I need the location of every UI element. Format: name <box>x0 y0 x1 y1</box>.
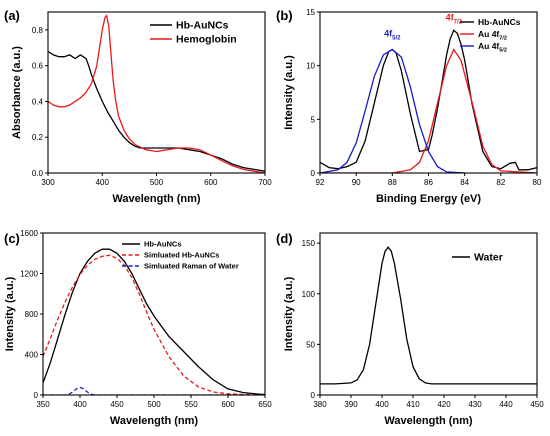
x-tick-label: 400 <box>375 400 389 409</box>
panel-label: (a) <box>4 8 20 23</box>
annotation-sub: 5/2 <box>392 36 401 42</box>
x-axis-label: Wavelength (nm) <box>110 415 199 427</box>
legend-entry-0: Water <box>474 252 503 264</box>
x-axis-label: Wavelength (nm) <box>384 415 473 427</box>
series-line-0 <box>48 50 265 172</box>
y-axis-label: Intensity (a.u.) <box>283 55 295 130</box>
annotation-base: 4f <box>384 29 393 39</box>
legend-entry-0: Hb-AuNCs <box>176 20 229 32</box>
y-tick-label: 1600 <box>20 229 38 238</box>
plot-frame <box>319 232 538 396</box>
legend-c: Hb-AuNCs Simluated Hb-AuNCs Simluated Rama… <box>122 240 239 271</box>
y-tick-label: 0.6 <box>32 62 44 71</box>
panel-b: (b) 92 90 88 86 84 82 80 0 5 10 15 Binding Energy (e… <box>276 8 542 205</box>
x-tick-label: 86 <box>424 178 433 187</box>
legend-entry-sub: 7/2 <box>499 35 507 41</box>
y-tick-label: 10 <box>306 62 315 71</box>
y-tick-label: 50 <box>306 340 315 349</box>
x-tick-label: 420 <box>437 400 451 409</box>
legend-entry-base: Au 4f <box>478 41 499 51</box>
y-tick-label: 0.8 <box>32 26 44 35</box>
series-line-0 <box>43 248 265 395</box>
x-tick-label: 90 <box>352 178 361 187</box>
legend-d: Water <box>452 252 503 264</box>
y-tick-label: 150 <box>302 239 316 248</box>
legend-entry-1: Au 4f7/2 <box>478 29 507 42</box>
legend-entry-1: Simluated Hb-AuNCs <box>144 251 219 260</box>
x-tick-label: 650 <box>258 400 272 409</box>
x-tick-label: 88 <box>388 178 397 187</box>
x-tick-label: 500 <box>150 178 164 187</box>
x-tick-label: 500 <box>147 400 161 409</box>
x-tick-label: 440 <box>499 400 513 409</box>
legend-entry-0: Hb-AuNCs <box>478 17 521 27</box>
x-axis-label: Wavelength (nm) <box>112 193 201 205</box>
x-tick-label: 450 <box>110 400 124 409</box>
y-tick-label: 0 <box>311 169 316 178</box>
y-tick-label: 0 <box>34 391 39 400</box>
y-axis-label: Intensity (a.u.) <box>4 276 16 351</box>
series-line-1 <box>320 48 537 173</box>
x-axis-label: Binding Energy (eV) <box>376 193 481 205</box>
series-line-2 <box>43 386 265 395</box>
x-tick-label: 82 <box>496 178 505 187</box>
legend-a: Hb-AuNCs Hemoglobin <box>150 20 237 46</box>
y-tick-label: 0.2 <box>32 133 44 142</box>
x-tick-label: 600 <box>221 400 235 409</box>
y-tick-label: 100 <box>302 290 316 299</box>
x-tick-label: 400 <box>96 178 110 187</box>
x-tick-label: 550 <box>184 400 198 409</box>
y-tick-label: 800 <box>25 310 39 319</box>
x-tick-label: 350 <box>36 400 50 409</box>
x-tick-label: 300 <box>41 178 55 187</box>
legend-entry-2: Au 4f5/2 <box>478 41 507 54</box>
y-tick-label: 0.4 <box>32 97 44 106</box>
x-tick-label: 80 <box>533 178 542 187</box>
x-tick-label: 700 <box>258 178 272 187</box>
x-tick-label: 84 <box>460 178 469 187</box>
x-tick-label: 400 <box>73 400 87 409</box>
panel-c: (c) 350 400 450 500 550 600 650 0 400 800 1200 1600 W… <box>4 229 272 427</box>
legend-entry-base: Au 4f <box>478 29 499 39</box>
y-axis-label: Intensity (a.u.) <box>283 276 295 351</box>
y-tick-label: 15 <box>306 8 315 17</box>
x-tick-label: 450 <box>530 400 544 409</box>
panel-label: (c) <box>4 231 20 246</box>
x-tick-label: 430 <box>468 400 482 409</box>
panel-d: (d) 380 390 400 410 420 430 440 450 0 50 100 150 Wave… <box>276 231 544 427</box>
y-axis-label: Absorbance (a.u.) <box>11 46 23 139</box>
x-tick-label: 390 <box>344 400 358 409</box>
legend-entry-sub: 5/2 <box>499 47 507 53</box>
x-tick-label: 92 <box>316 178 325 187</box>
x-tick-label: 410 <box>406 400 420 409</box>
series-line-0 <box>320 246 537 385</box>
x-tick-label: 600 <box>204 178 218 187</box>
y-tick-label: 1200 <box>20 270 38 279</box>
y-tick-label: 0 <box>311 391 316 400</box>
annotation-sub: 7/2 <box>454 20 463 26</box>
panel-label: (d) <box>276 231 293 246</box>
series-line-1 <box>43 254 265 395</box>
y-tick-label: 400 <box>25 351 39 360</box>
panel-a: (a) 300 400 500 600 700 0.0 0.2 0.4 0.6 0.8 Wavelen… <box>4 8 272 205</box>
series-line-1 <box>48 14 265 173</box>
legend-entry-0: Hb-AuNCs <box>144 240 182 249</box>
annotation-base: 4f <box>446 13 455 23</box>
series-line-2 <box>320 48 465 173</box>
y-tick-label: 5 <box>311 115 316 124</box>
peak-annotation-0: 4f5/2 <box>384 29 401 42</box>
x-tick-label: 380 <box>313 400 327 409</box>
panel-label: (b) <box>276 8 293 23</box>
legend-entry-2: Simluated Raman of Water <box>144 262 239 271</box>
y-tick-label: 0.0 <box>32 169 44 178</box>
legend-entry-1: Hemoglobin <box>176 34 237 46</box>
peak-annotation-1: 4f7/2 <box>446 13 463 26</box>
